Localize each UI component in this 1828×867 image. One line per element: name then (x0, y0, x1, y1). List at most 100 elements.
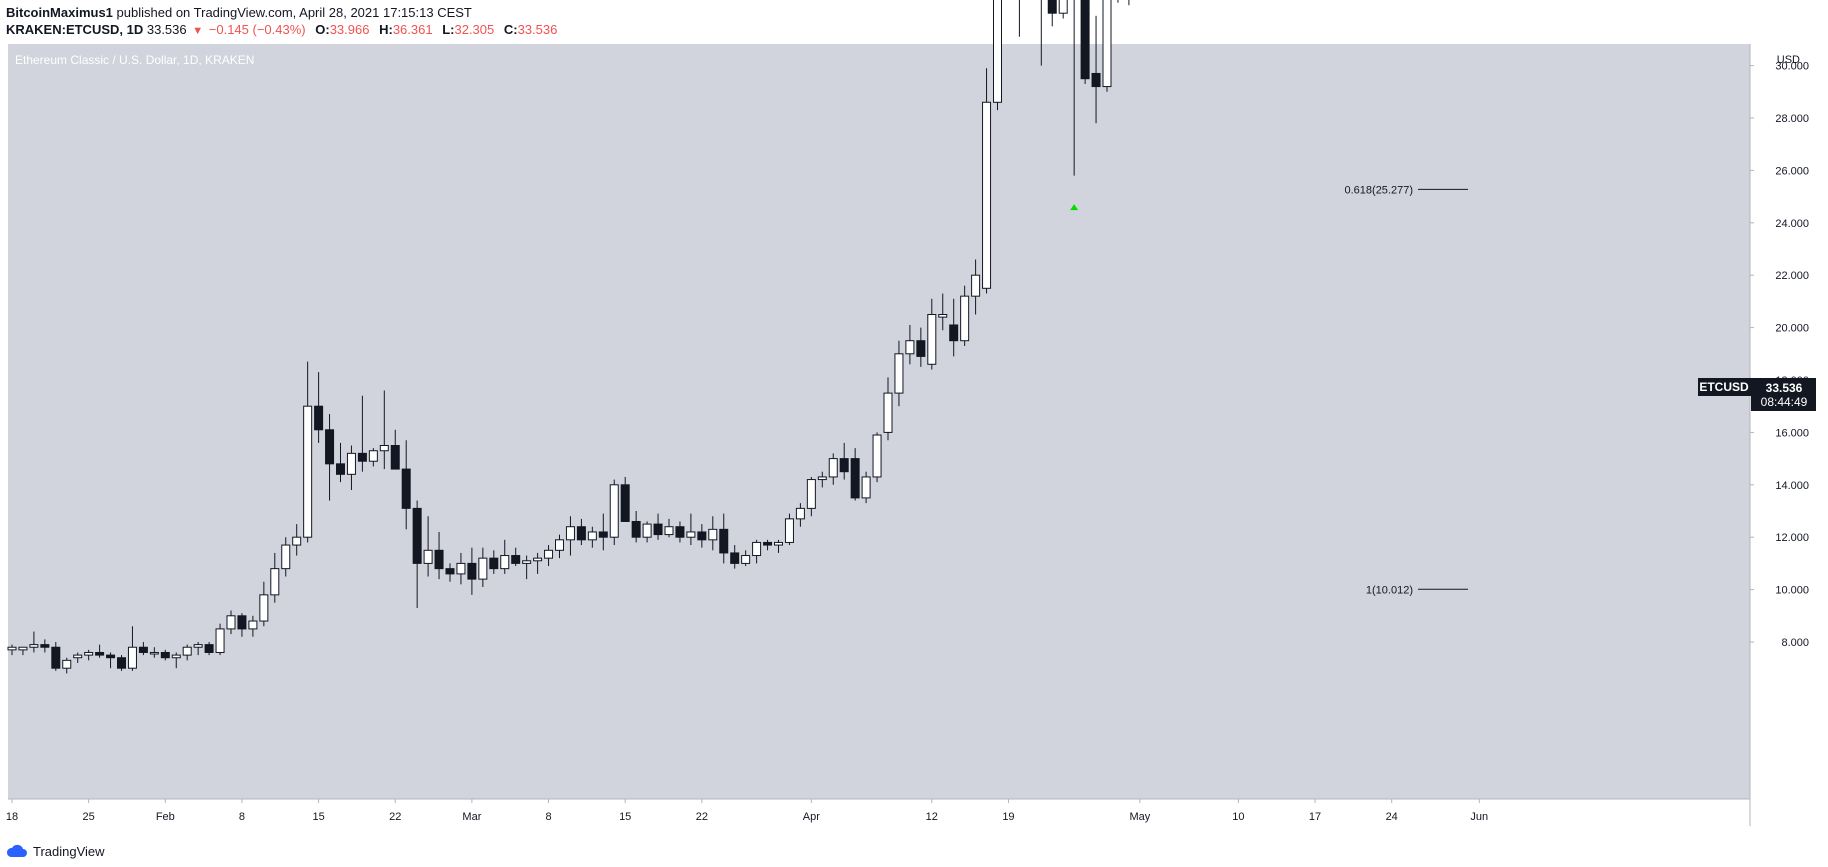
candle (817, 471, 827, 488)
candle (434, 531, 444, 580)
price-tick-label: 12.000 (1775, 532, 1809, 544)
candle-body-up (795, 507, 805, 520)
fibonacci-retracement[interactable]: 0(49.974)0.618(25.277)1(10.012) (1345, 0, 1469, 596)
candle-body-down (675, 526, 685, 538)
candle-body-down (434, 549, 444, 570)
candle (1091, 15, 1101, 124)
candle-body-down (839, 458, 849, 473)
candle (1040, 0, 1042, 66)
candle-body-up (533, 557, 543, 562)
candle-body-up (565, 526, 575, 541)
candle (423, 516, 433, 577)
author-name[interactable]: BitcoinMaximus1 (6, 5, 113, 20)
tradingview-brand[interactable]: TradingView (33, 843, 105, 859)
candle-body-up (642, 523, 652, 538)
candle (609, 479, 619, 546)
candle (511, 547, 521, 567)
candle (336, 442, 345, 483)
candle-body-down (489, 557, 499, 570)
candle (215, 623, 225, 656)
candle (40, 639, 50, 653)
candle-body-up (368, 450, 378, 462)
candle (861, 471, 871, 504)
candle (806, 476, 816, 517)
close-value: 33.536 (517, 22, 558, 37)
candle (795, 503, 805, 527)
candle-body-down (697, 531, 707, 541)
candle (390, 429, 400, 470)
time-tick-label: 15 (312, 811, 324, 823)
candle-body-up (993, 0, 1002, 103)
candle (489, 550, 499, 574)
candle (1058, 0, 1068, 19)
plot-area[interactable] (8, 44, 1750, 799)
candle-body-down (916, 340, 926, 357)
candle-body-up (544, 549, 554, 559)
candle-body-up (478, 557, 488, 580)
candle (774, 539, 783, 553)
candle (784, 513, 794, 546)
candle (1102, 0, 1112, 92)
candle-body-down (51, 646, 61, 669)
candle-body-up (806, 479, 816, 509)
candle (270, 552, 280, 603)
candle-body-up (215, 628, 225, 653)
down-triangle-icon: ▼ (192, 25, 204, 37)
candle (949, 298, 959, 357)
candle (850, 448, 860, 501)
open-label: O: (315, 22, 330, 37)
candle-body-up (500, 555, 510, 570)
candle-body-up (259, 594, 269, 622)
candle (193, 642, 203, 656)
time-tick-label: 22 (389, 811, 401, 823)
symbol-legend: KRAKEN:ETCUSD, 1D 33.536 ▼ −0.145 (−0.43… (6, 22, 557, 37)
fib-level-label: 1(10.012) (1366, 584, 1413, 596)
candle-body-up (828, 458, 838, 478)
candle (106, 652, 116, 669)
candle (95, 644, 105, 658)
time-axis[interactable]: 18 25 Feb 8 15 22 Mar 8 15 22 Apr 12 19 May 10 17 24 Jun (6, 799, 1488, 823)
candle-body-up (708, 528, 718, 541)
candle-body-up (960, 295, 970, 342)
candle (7, 644, 17, 656)
candle-body-up (149, 651, 159, 655)
price-axis[interactable]: 8.00010.00012.00014.00016.00018.00020.00… (1750, 61, 1809, 649)
close-label: C: (503, 22, 518, 37)
candle-body-down (511, 555, 521, 564)
time-tick-label: 19 (1002, 811, 1014, 823)
candle-body-down (620, 484, 630, 522)
last-price-tag: 33.536 (1766, 381, 1803, 395)
candle-body-up (171, 654, 181, 659)
candle-body-down (445, 568, 455, 575)
candle (697, 524, 707, 548)
candle (971, 259, 981, 315)
price-tick-label: 14.000 (1775, 480, 1809, 492)
candle-body-down (598, 531, 608, 538)
candle-body-up (62, 659, 72, 669)
candle-body-down (949, 324, 959, 342)
price-change: −0.145 (−0.43%) (208, 22, 306, 37)
time-tick-label: 15 (619, 811, 631, 823)
time-tick-label: 24 (1386, 811, 1398, 823)
price-tick-label: 8.000 (1781, 637, 1809, 649)
candle (686, 513, 696, 546)
time-tick-label: 8 (545, 811, 551, 823)
candle (149, 647, 159, 658)
candle (171, 652, 181, 669)
candle-body-up (7, 646, 17, 651)
candle (292, 524, 302, 556)
candle (18, 646, 28, 656)
candle (763, 539, 773, 551)
candle (938, 293, 948, 331)
candle (456, 552, 466, 585)
candle (325, 414, 335, 501)
markers-group (1070, 204, 1079, 211)
candle (1117, 0, 1119, 3)
candle (752, 539, 762, 564)
candle-body-up (752, 541, 762, 557)
candle-body-up (938, 314, 948, 318)
price-tick-label: 22.000 (1775, 270, 1809, 282)
price-tick-label: 28.000 (1775, 113, 1809, 125)
candle-body-up (281, 544, 291, 570)
